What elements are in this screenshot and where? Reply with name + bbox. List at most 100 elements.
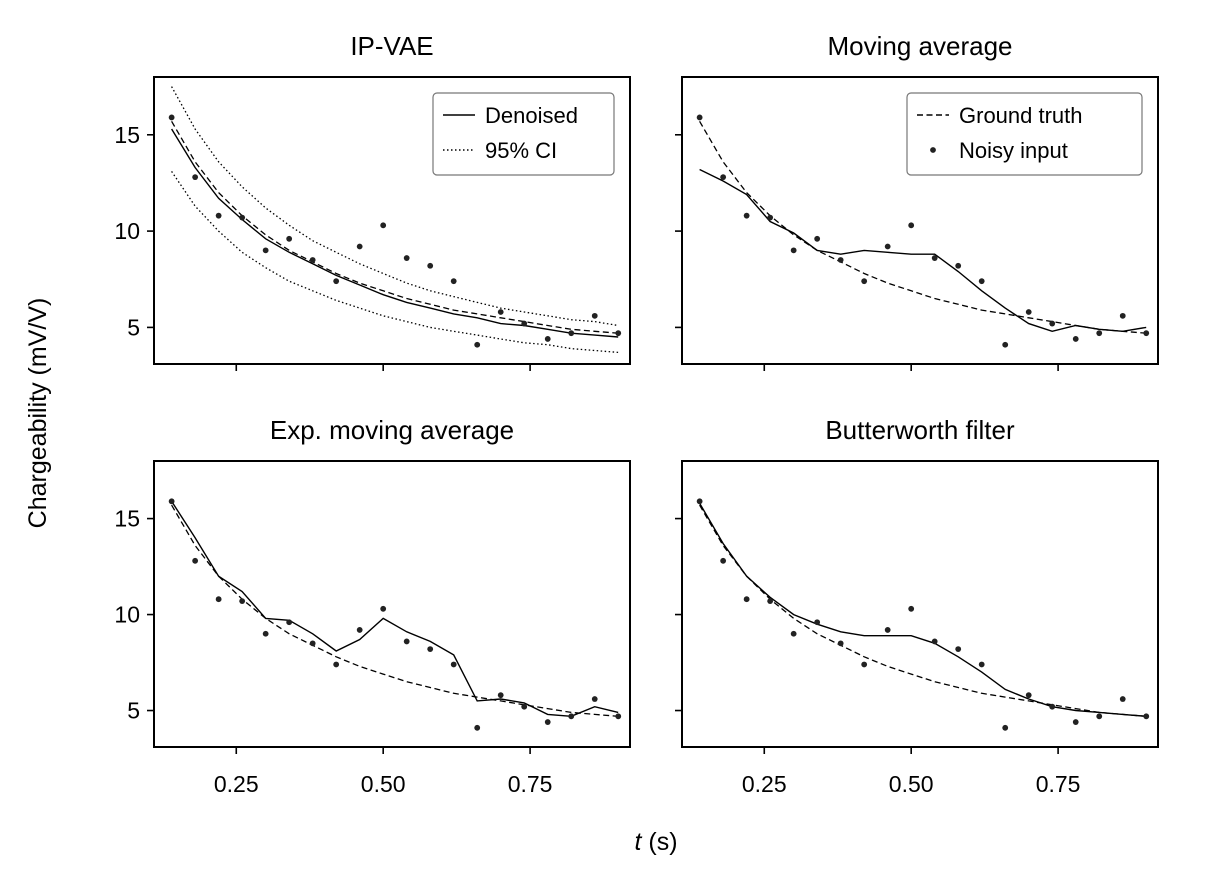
data-point-noisy: [861, 278, 868, 285]
data-point-noisy: [356, 627, 363, 633]
data-point-noisy: [521, 320, 528, 327]
data-point-noisy: [450, 661, 457, 668]
data-point-noisy: [427, 262, 434, 269]
data-point-noisy: [720, 174, 727, 181]
axes-frame: [681, 460, 1159, 748]
x-axis-label: t (s): [634, 828, 677, 856]
data-point-noisy: [403, 638, 410, 645]
data-point-noisy: [591, 696, 598, 702]
series-line-truth: [699, 504, 1147, 717]
data-point-noisy: [1049, 703, 1056, 710]
y-axis-label: Chargeability (mV/V): [24, 298, 52, 529]
series-line-truth: [699, 120, 1147, 334]
panel-title: Exp. moving average: [270, 415, 514, 445]
data-point-noisy: [168, 498, 175, 505]
data-point-noisy: [568, 330, 575, 337]
series-line-truth: [171, 120, 619, 334]
x-tick-label: 0.75: [1036, 771, 1081, 797]
data-point-noisy: [544, 336, 551, 342]
data-point-noisy: [309, 640, 316, 647]
data-point-noisy: [591, 312, 598, 319]
data-point-noisy: [720, 557, 727, 564]
data-point-noisy: [1002, 341, 1009, 348]
data-point-noisy: [931, 255, 938, 261]
y-tick-label: 10: [114, 218, 140, 244]
panel-2: Moving average Ground truth Noisy input: [675, 31, 1159, 371]
y-tick-label: 5: [127, 314, 140, 340]
series-line-ci_lower: [171, 171, 619, 354]
data-point-noisy: [790, 247, 797, 254]
data-point-noisy: [767, 598, 774, 605]
data-point-noisy: [450, 278, 457, 285]
data-point-noisy: [884, 243, 891, 250]
legend-label: Noisy input: [959, 138, 1068, 163]
legend: Ground truth Noisy input: [906, 92, 1143, 176]
legend-label: Ground truth: [959, 103, 1083, 128]
data-point-noisy: [286, 619, 293, 626]
data-point-noisy: [861, 661, 868, 668]
data-point-noisy: [837, 640, 844, 647]
axes-frame: [153, 460, 631, 748]
series-line-truth: [171, 504, 619, 717]
x-tick-label: 0.50: [361, 771, 406, 797]
data-point-noisy: [497, 692, 504, 699]
data-point-noisy: [286, 235, 293, 242]
axes-frame: [681, 76, 1159, 365]
data-point-noisy: [743, 212, 750, 219]
panels: IP-VAE 5 10 15 Denoised 95% CI Moving average G…: [114, 31, 1159, 797]
data-point-noisy: [1143, 330, 1150, 337]
data-point-noisy: [1119, 312, 1126, 319]
x-axis-label-unit: (s): [641, 828, 677, 856]
data-point-noisy: [1072, 719, 1079, 725]
data-point-noisy: [1002, 724, 1009, 731]
series-line-smoothed: [699, 168, 1147, 333]
data-point-noisy: [1143, 713, 1150, 720]
data-point-noisy: [837, 257, 844, 263]
axes-frame: [153, 76, 631, 365]
data-point-noisy: [1025, 692, 1032, 699]
data-point-noisy: [814, 619, 821, 626]
data-point-noisy: [615, 330, 622, 337]
data-point-noisy: [767, 214, 774, 221]
data-point-noisy: [192, 174, 199, 181]
data-point-noisy: [168, 114, 175, 121]
data-point-noisy: [380, 605, 387, 612]
data-point-noisy: [239, 598, 246, 605]
data-point-noisy: [262, 630, 269, 637]
data-point-noisy: [544, 719, 551, 725]
data-point-noisy: [1119, 696, 1126, 702]
legend-box: [432, 92, 615, 176]
data-point-noisy: [403, 255, 410, 261]
legend: Denoised 95% CI: [432, 92, 615, 176]
series-line-denoised: [171, 128, 619, 338]
panel-1: IP-VAE 5 10 15 Denoised 95% CI: [114, 31, 631, 371]
legend-marker: [930, 147, 936, 153]
legend-label: Denoised: [485, 103, 578, 128]
panel-title: Moving average: [828, 31, 1013, 61]
data-point-noisy: [309, 257, 316, 263]
data-point-noisy: [262, 247, 269, 254]
data-point-noisy: [696, 114, 703, 121]
data-point-noisy: [978, 661, 985, 668]
data-point-noisy: [568, 713, 575, 720]
data-point-noisy: [884, 627, 891, 633]
data-point-noisy: [790, 630, 797, 637]
data-point-noisy: [521, 703, 528, 710]
data-point-noisy: [333, 661, 340, 668]
data-point-noisy: [474, 341, 481, 348]
panel-title: Butterworth filter: [825, 415, 1015, 445]
panel-3: Exp. moving average 5 10 15 0.25 0.50 0.75: [114, 415, 631, 797]
y-tick-label: 5: [127, 698, 140, 724]
data-point-noisy: [1025, 309, 1032, 315]
y-tick-label: 15: [114, 122, 140, 148]
data-point-noisy: [814, 235, 821, 242]
series-line-smoothed: [171, 500, 619, 718]
y-tick-label: 10: [114, 602, 140, 628]
data-point-noisy: [908, 222, 915, 229]
x-axis-label-variable: t: [634, 828, 642, 856]
data-point-noisy: [931, 638, 938, 645]
data-point-noisy: [743, 596, 750, 603]
data-point-noisy: [239, 214, 246, 221]
x-tick-label: 0.75: [508, 771, 553, 797]
